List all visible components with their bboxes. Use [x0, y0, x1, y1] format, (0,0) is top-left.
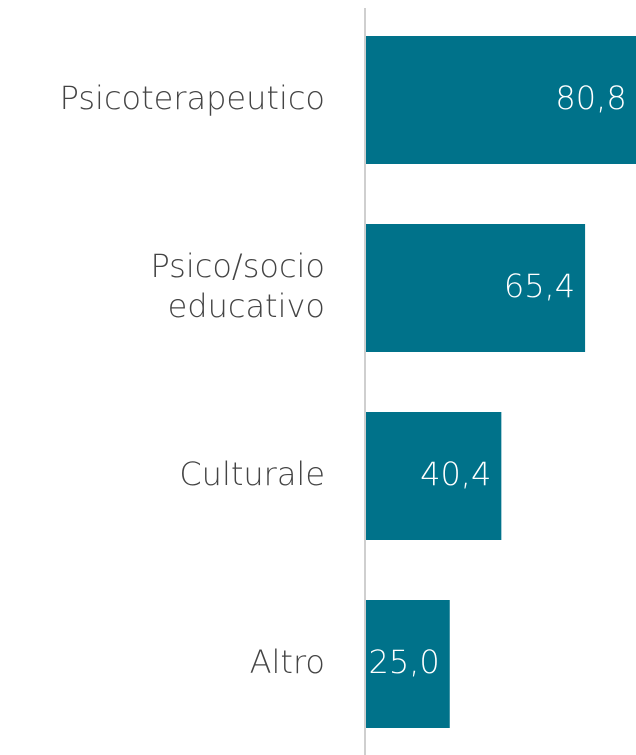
value-label: 40,4: [420, 455, 491, 493]
bar: [366, 600, 450, 728]
bar: [366, 412, 502, 540]
bar: [366, 224, 586, 352]
category-label: Psico/socio educativo: [150, 247, 325, 325]
value-label: 80,8: [555, 79, 626, 117]
category-label: Altro: [250, 643, 325, 681]
bar: [366, 36, 636, 164]
category-label: Culturale: [179, 455, 325, 493]
category-label: Psicoterapeutico: [60, 79, 325, 117]
value-label: 65,4: [504, 267, 575, 305]
value-label: 25,0: [369, 643, 440, 681]
